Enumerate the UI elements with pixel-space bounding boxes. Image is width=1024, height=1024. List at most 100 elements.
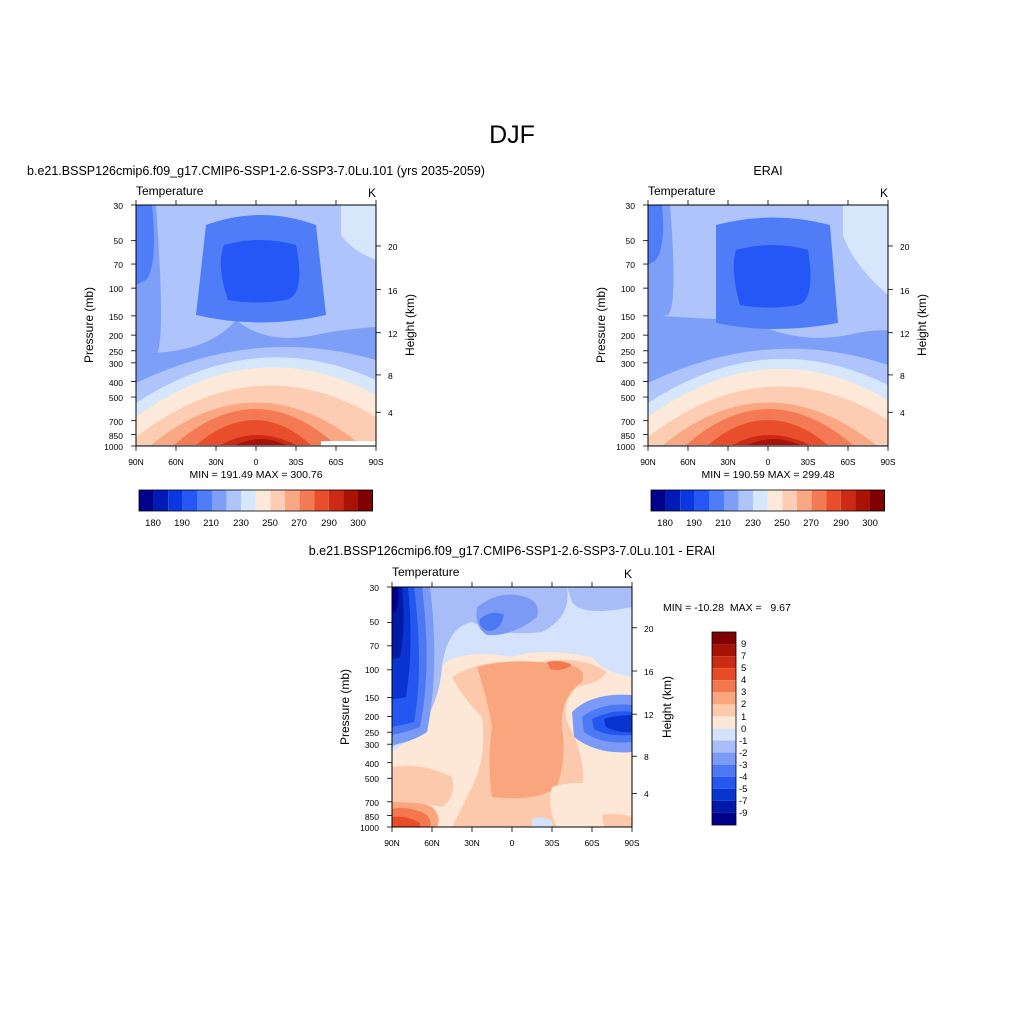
diff-y-tick: 700	[365, 798, 379, 808]
model-tick-marks	[131, 200, 381, 451]
diff-y-tick: 250	[365, 728, 379, 738]
diff-colorbar-label: -3	[739, 760, 747, 771]
page-title: DJF	[489, 121, 535, 149]
obs-x-tick: 30N	[720, 457, 736, 467]
obs-x-tick: 60N	[680, 457, 696, 467]
model-ylabel: Pressure (mb)	[82, 287, 96, 363]
model-stats: MIN = 191.49 MAX = 300.76	[189, 469, 322, 481]
diff-y-tick: 1000	[360, 823, 379, 833]
model-x-tick: 30S	[288, 457, 303, 467]
diff-y-tick: 50	[370, 617, 380, 627]
model-y-tick: 150	[109, 312, 123, 322]
model-colorbar-label: 190	[174, 518, 190, 529]
obs-y2-tick: 4	[900, 408, 905, 418]
diff-band-right-neg-ring-4	[604, 715, 632, 733]
obs-x-tick: 0	[766, 457, 771, 467]
obs-band-warm-7	[748, 439, 800, 445]
diff-y-tick: 850	[365, 812, 379, 822]
obs-y-tick: 250	[621, 347, 635, 357]
diff-y-tick: 500	[365, 774, 379, 784]
model-y-tick: 700	[109, 417, 123, 427]
model-y-tick: 70	[114, 260, 124, 270]
diff-y2-tick: 16	[644, 667, 654, 677]
obs-subtitle-left: Temperature	[648, 184, 716, 198]
obs-y2-tick: 8	[900, 371, 905, 381]
diff-band-lower-mix-3	[602, 813, 632, 827]
diff-colorbar-label: -4	[739, 772, 747, 783]
model-band-warm-7	[236, 439, 286, 445]
model-y-tick: 200	[109, 331, 123, 341]
diff-colorbar-label: 4	[741, 675, 746, 686]
obs-y-tick: 400	[621, 378, 635, 388]
model-missing-data	[321, 441, 376, 446]
model-colorbar-label: 300	[350, 518, 366, 529]
obs-y-tick: 700	[621, 417, 635, 427]
model-y-tick: 30	[114, 201, 124, 211]
diff-ylabel: Pressure (mb)	[338, 669, 352, 745]
model-subtitle-left: Temperature	[136, 184, 204, 198]
diff-x-tick: 90S	[624, 838, 639, 848]
diff-contour-field	[392, 587, 632, 827]
model-band-polar-left-core	[136, 205, 154, 285]
model-y-tick: 300	[109, 359, 123, 369]
model-y-tick: 850	[109, 431, 123, 441]
diff-band-bottom-pos-3	[392, 816, 420, 827]
panel-model: b.e21.BSSP126cmip6.f09_g17.CMIP6-SSP1-2.…	[27, 164, 485, 529]
diff-band-right-neg	[567, 587, 632, 611]
obs-y-tick: 100	[621, 284, 635, 294]
obs-band-right-light	[843, 205, 888, 295]
model-y-tick: 400	[109, 378, 123, 388]
model-contour-field	[136, 205, 376, 446]
diff-y-tick: 100	[365, 665, 379, 675]
diff-title: b.e21.BSSP126cmip6.f09_g17.CMIP6-SSP1-2.…	[309, 544, 715, 558]
obs-x-tick: 90S	[880, 457, 895, 467]
diff-y2-tick: 8	[644, 752, 649, 762]
diff-colorbar-label: 5	[741, 663, 746, 674]
obs-y2-tick: 20	[900, 242, 910, 252]
panel-obs: ERAI Temperature K	[594, 164, 929, 529]
model-title: b.e21.BSSP126cmip6.f09_g17.CMIP6-SSP1-2.…	[27, 164, 485, 178]
model-y2-tick: 16	[388, 286, 398, 296]
diff-y-tick: 300	[365, 740, 379, 750]
diff-colorbar-label: -2	[739, 748, 747, 759]
diff-y2-tick: 12	[644, 710, 654, 720]
model-band-cold-core	[220, 240, 300, 303]
diff-x-tick: 60S	[584, 838, 599, 848]
diff-tick-marks	[387, 582, 637, 832]
diff-y-tick: 200	[365, 712, 379, 722]
model-band-right-light	[341, 205, 376, 260]
model-y2label: Height (km)	[403, 294, 417, 356]
model-y-tick: 50	[114, 236, 124, 246]
diff-band-top-neg-2	[479, 612, 504, 632]
obs-ylabel: Pressure (mb)	[594, 287, 608, 363]
model-x-tick: 30N	[208, 457, 224, 467]
obs-y-tick: 1000	[616, 442, 635, 452]
obs-y-tick: 150	[621, 312, 635, 322]
model-x-tick: 90S	[368, 457, 383, 467]
diff-y-tick: 70	[370, 641, 380, 651]
diff-band-mid-pos-2	[477, 661, 583, 799]
obs-colorbar	[650, 489, 886, 512]
obs-colorbar-label: 190	[686, 518, 702, 529]
diff-subtitle-right: K	[624, 567, 632, 581]
diff-colorbar	[711, 631, 737, 826]
diff-colorbar-label: 2	[741, 699, 746, 710]
obs-y-tick: 70	[626, 260, 636, 270]
diff-band-bottom-neg	[532, 817, 552, 827]
obs-band-warm-5	[708, 420, 828, 445]
diff-x-tick: 60N	[424, 838, 440, 848]
obs-x-tick: 90N	[640, 457, 656, 467]
model-x-tick: 0	[254, 457, 259, 467]
obs-stats: MIN = 190.59 MAX = 299.48	[701, 469, 834, 481]
obs-colorbar-label: 210	[715, 518, 731, 529]
obs-y-tick: 850	[621, 431, 635, 441]
model-band-warm-5	[196, 420, 311, 445]
obs-x-tick: 30S	[800, 457, 815, 467]
diff-band-mid-pos-3	[547, 661, 572, 670]
obs-band-cold-core	[733, 245, 811, 308]
diff-y-tick: 400	[365, 759, 379, 769]
model-colorbar-label: 270	[291, 518, 307, 529]
diff-colorbar-label: 7	[741, 651, 746, 662]
diff-colorbar-label: 0	[741, 724, 746, 735]
model-colorbar-label: 230	[233, 518, 249, 529]
